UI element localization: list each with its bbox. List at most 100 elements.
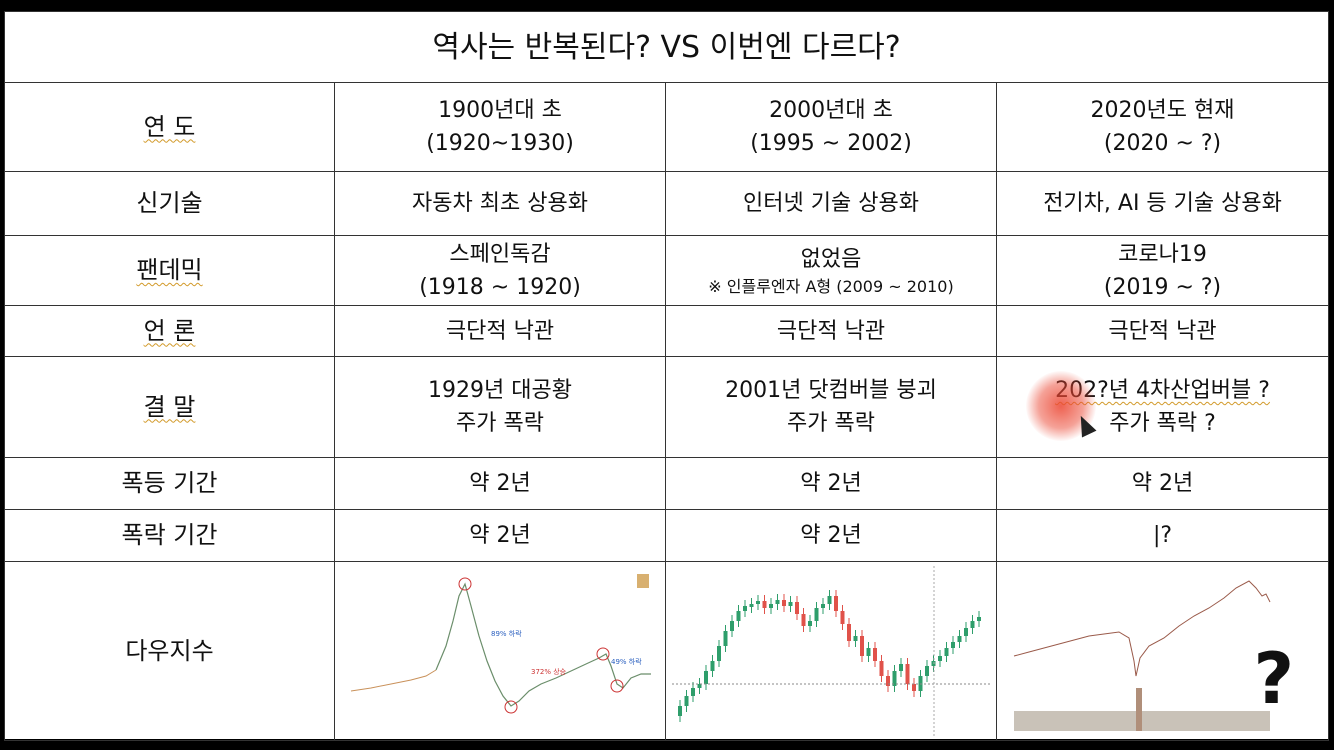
- label-text: 신기술: [136, 189, 203, 217]
- row-year: 연 도 1900년대 초 (1920~1930) 2000년대 초 (1995 ~ …: [4, 82, 1330, 172]
- chart-1920s: 89% 하락 372% 상승 49% 하락: [334, 561, 666, 741]
- cell-text: 인터넷 기술 상용화: [743, 191, 919, 216]
- cell: 없었음 ※ 인플루엔자 A형 (2009 ~ 2010): [665, 235, 997, 306]
- page-title: 역사는 반복된다? VS 이번엔 다르다?: [3, 11, 1330, 83]
- cell-text: 약 2년: [800, 523, 862, 548]
- candle: [801, 614, 806, 626]
- candle: [704, 671, 708, 684]
- comparison-table: 역사는 반복된다? VS 이번엔 다르다? 연 도 1900년대 초 (1920~…: [3, 11, 1330, 741]
- cell-text: 202?년 4차산업버블 ?: [1055, 378, 1270, 403]
- label-text: 폭락 기간: [121, 521, 218, 549]
- cell: 약 2년: [665, 509, 997, 562]
- candle: [827, 596, 832, 604]
- cell-text: 약 2년: [1131, 471, 1194, 496]
- cell-text: (1918 ~ 1920): [419, 274, 581, 300]
- candle: [951, 642, 955, 648]
- candle: [808, 621, 812, 626]
- cell: 약 2년: [665, 457, 997, 510]
- row-label: 팬데믹: [4, 235, 335, 306]
- candle: [678, 706, 682, 716]
- candle: [691, 688, 695, 696]
- candle: [756, 601, 760, 604]
- chart-note: 49% 하락: [611, 657, 642, 666]
- cell-text: 극단적 낙관: [445, 318, 555, 344]
- question-mark: ?: [1253, 638, 1295, 720]
- cell-text: (1995 ~ 2002): [750, 131, 912, 156]
- candle: [736, 611, 741, 621]
- candle: [775, 600, 780, 604]
- cell-text: 스페인독감: [449, 241, 551, 267]
- dow-1920s-chart: 89% 하락 372% 상승 49% 하락: [341, 566, 659, 736]
- cell-text: 1929년 대공황: [428, 378, 572, 403]
- candle: [879, 661, 884, 676]
- candle: [821, 604, 825, 608]
- cell-text: 극단적 낙관: [1108, 318, 1217, 344]
- cell: 극단적 낙관: [665, 305, 997, 357]
- cell: 2001년 닷컴버블 붕괴 주가 폭락: [665, 356, 997, 458]
- label-text: 결 말: [143, 392, 196, 421]
- cell: 2000년대 초 (1995 ~ 2002): [665, 82, 997, 172]
- label-text: 연 도: [143, 112, 196, 141]
- cell: |?: [995, 509, 1330, 562]
- candle: [840, 611, 845, 624]
- cell-text: 2020년도 현재: [1090, 98, 1235, 123]
- candle: [730, 621, 734, 631]
- candle: [925, 666, 929, 676]
- dow-2020s-chart: [1003, 566, 1322, 736]
- slide-frame: 역사는 반복된다? VS 이번엔 다르다? 연 도 1900년대 초 (1920~…: [3, 11, 1330, 741]
- chart-2020s: ?: [995, 561, 1330, 741]
- candle: [749, 604, 754, 607]
- cell: 202?년 4차산업버블 ? 주가 폭락 ?: [995, 356, 1330, 458]
- cell: 인터넷 기술 상용화: [665, 171, 997, 236]
- candle: [912, 684, 916, 691]
- cell-text: 약 2년: [469, 523, 531, 548]
- label-text: 팬데믹: [136, 256, 203, 284]
- cell-text: (1920~1930): [426, 131, 574, 156]
- candle: [723, 631, 728, 646]
- candle: [964, 628, 968, 636]
- cell-text: 약 2년: [800, 471, 862, 496]
- cell-text: 없었음: [800, 247, 862, 272]
- candle: [769, 604, 773, 608]
- candle: [873, 648, 877, 661]
- logo-mark: [637, 574, 649, 588]
- cell: 약 2년: [995, 457, 1330, 510]
- cell-text: 주가 폭락: [456, 411, 544, 436]
- candle: [866, 648, 871, 656]
- row-crash: 폭락 기간 약 2년 약 2년 |?: [4, 509, 1330, 562]
- cell-text: 2000년대 초: [769, 98, 893, 123]
- cell: 스페인독감 (1918 ~ 1920): [334, 235, 666, 306]
- cell: 전기차, AI 등 기술 상용화: [995, 171, 1330, 236]
- cell: 자동차 최초 상용화: [334, 171, 666, 236]
- cell: 1900년대 초 (1920~1930): [334, 82, 666, 172]
- row-media: 언 론 극단적 낙관 극단적 낙관 극단적 낙관: [4, 305, 1330, 357]
- candle: [684, 696, 689, 706]
- cell: 약 2년: [334, 509, 666, 562]
- candle: [944, 648, 949, 656]
- cell: 극단적 낙관: [995, 305, 1330, 357]
- candle: [782, 600, 786, 606]
- candle: [717, 646, 721, 661]
- candle: [977, 617, 981, 621]
- candle: [743, 606, 747, 611]
- row-tech: 신기술 자동차 최초 상용화 인터넷 기술 상용화 전기차, AI 등 기술 상…: [4, 171, 1330, 236]
- candle: [697, 684, 702, 688]
- chart-note: 372% 상승: [531, 667, 567, 676]
- cell-text: 극단적 낙관: [776, 318, 886, 344]
- cell-note: ※ 인플루엔자 A형 (2009 ~ 2010): [708, 277, 954, 296]
- row-label: 신기술: [4, 171, 335, 236]
- row-label: 연 도: [4, 82, 335, 172]
- candle: [886, 676, 890, 686]
- row-label: 폭등 기간: [4, 457, 335, 510]
- candle: [905, 664, 910, 684]
- cell-text: 전기차, AI 등 기술 상용화: [1043, 191, 1282, 216]
- candle: [892, 671, 897, 686]
- candle: [938, 656, 942, 661]
- candle: [899, 664, 903, 671]
- row-label: 언 론: [4, 305, 335, 357]
- cell: 극단적 낙관: [334, 305, 666, 357]
- candle: [847, 624, 851, 641]
- cell-text: 2001년 닷컴버블 붕괴: [725, 378, 937, 403]
